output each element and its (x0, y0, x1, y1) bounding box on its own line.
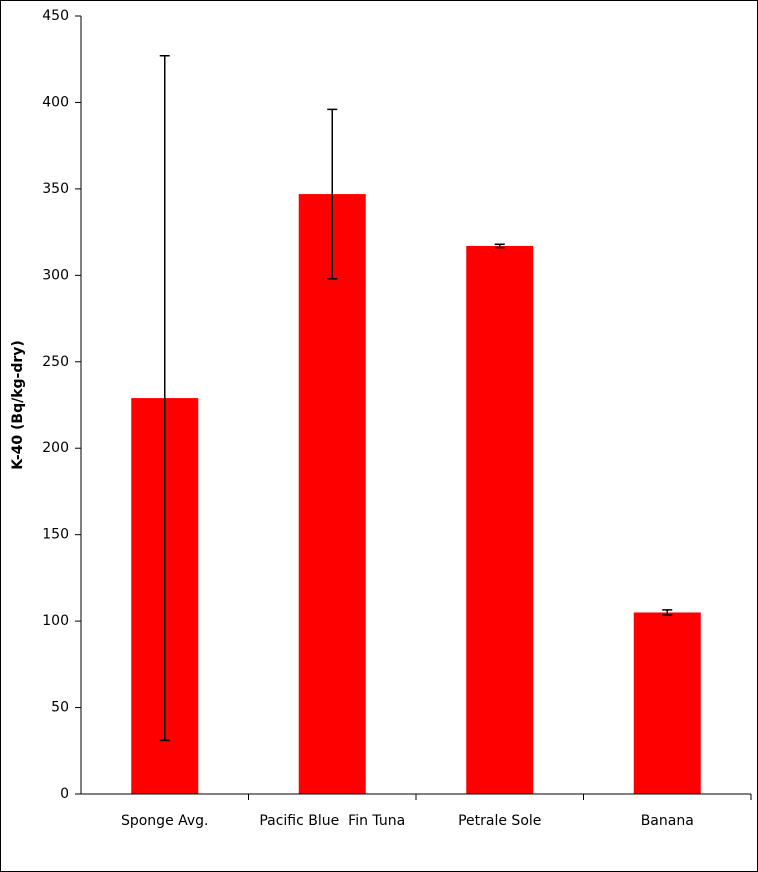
x-tick-label: Sponge Avg. (121, 813, 209, 829)
bar (466, 245, 534, 795)
x-tick-label: Pacific Blue Fin Tuna (259, 813, 405, 829)
y-tick-label: 250 (42, 354, 69, 370)
y-tick-label: 200 (42, 440, 69, 456)
y-tick-label: 400 (42, 94, 69, 110)
y-tick-label: 150 (42, 527, 69, 543)
bar (298, 194, 366, 794)
bar (633, 612, 701, 794)
y-tick-label: 0 (60, 786, 69, 802)
x-tick-label: Petrale Sole (458, 813, 541, 829)
y-tick-label: 100 (42, 613, 69, 629)
y-tick-label: 350 (42, 181, 69, 197)
error-bar (327, 108, 338, 280)
y-axis-label: K-40 (Bq/kg-dry) (10, 340, 26, 470)
y-tick-label: 300 (42, 267, 69, 283)
error-bar (494, 243, 505, 249)
error-bar (159, 55, 170, 742)
x-tick-label: Banana (641, 813, 694, 829)
y-tick-label: 450 (42, 8, 69, 24)
error-bar (662, 609, 673, 616)
y-tick-label: 50 (51, 700, 69, 716)
